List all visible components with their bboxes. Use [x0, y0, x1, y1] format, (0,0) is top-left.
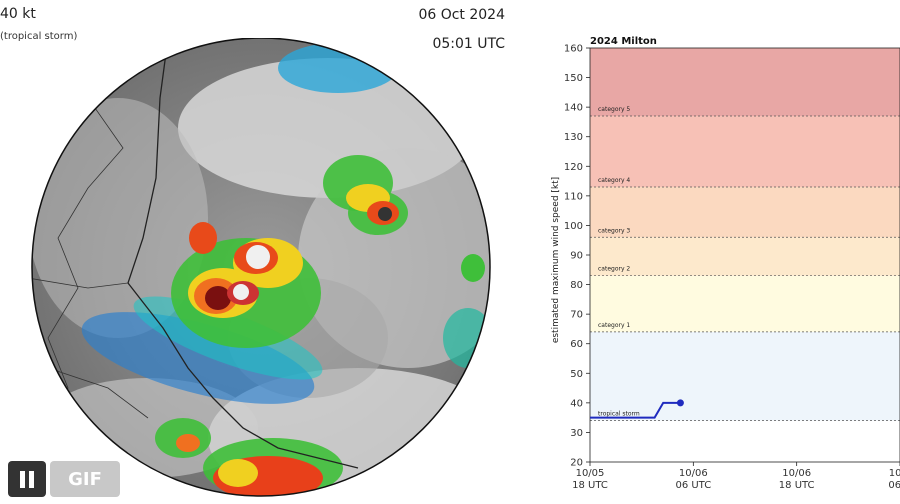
x-tick-label: 10/0 — [889, 468, 900, 479]
y-tick-label: 50 — [570, 369, 583, 380]
band-category-2 — [590, 237, 900, 276]
y-tick-label: 60 — [570, 339, 583, 350]
pause-icon — [20, 470, 25, 488]
storm-stage-label: (tropical storm) — [0, 31, 78, 42]
y-tick-label: 90 — [570, 251, 583, 262]
x-tick-label: 10/05 — [576, 468, 605, 479]
x-tick-label: 06 U — [888, 480, 900, 491]
x-tick-label: 18 UTC — [779, 480, 815, 491]
chart-title: 2024 Milton — [590, 36, 657, 47]
band-label: category 4 — [598, 177, 630, 184]
intensity-line — [590, 401, 681, 419]
band-label: tropical storm — [598, 411, 640, 418]
band-category-1 — [590, 275, 900, 332]
band-tropical-storm — [590, 331, 900, 421]
x-tick-label: 06 UTC — [675, 480, 711, 491]
date-label: 06 Oct 2024 — [418, 7, 505, 23]
band-category-4 — [590, 116, 900, 187]
pause-button[interactable] — [8, 461, 46, 497]
y-tick-label: 70 — [570, 310, 583, 321]
intensity-label: 40 kt — [0, 6, 36, 22]
y-tick-label: 40 — [570, 398, 583, 409]
y-tick-label: 110 — [564, 191, 583, 202]
y-tick-label: 130 — [564, 132, 583, 143]
current-intensity-point — [676, 399, 684, 407]
band-category-3 — [590, 186, 900, 238]
y-tick-label: 140 — [564, 103, 583, 114]
band-label: category 2 — [598, 266, 630, 273]
gif-button[interactable]: GIF — [50, 461, 120, 497]
time-label: 05:01 UTC — [432, 36, 505, 52]
satellite-image — [31, 38, 491, 497]
x-tick-label: 18 UTC — [572, 480, 608, 491]
y-tick-label: 150 — [564, 73, 583, 84]
y-tick-label: 80 — [570, 280, 583, 291]
band-category-5 — [590, 48, 900, 117]
y-tick-label: 120 — [564, 162, 583, 173]
y-tick-label: 100 — [564, 221, 583, 232]
x-tick-label: 10/06 — [679, 468, 708, 479]
band-label: category 1 — [598, 322, 630, 329]
y-tick-label: 160 — [564, 44, 583, 55]
band-label: category 5 — [598, 106, 630, 113]
y-axis-label: estimated maximum wind speed [kt] — [551, 177, 561, 343]
x-tick-label: 10/06 — [782, 468, 811, 479]
y-tick-label: 30 — [570, 428, 583, 439]
intensity-chart: 2024 Milton estimated maximum wind speed… — [551, 36, 900, 491]
band-label: category 3 — [598, 227, 630, 234]
y-tick-label: 20 — [570, 458, 583, 469]
